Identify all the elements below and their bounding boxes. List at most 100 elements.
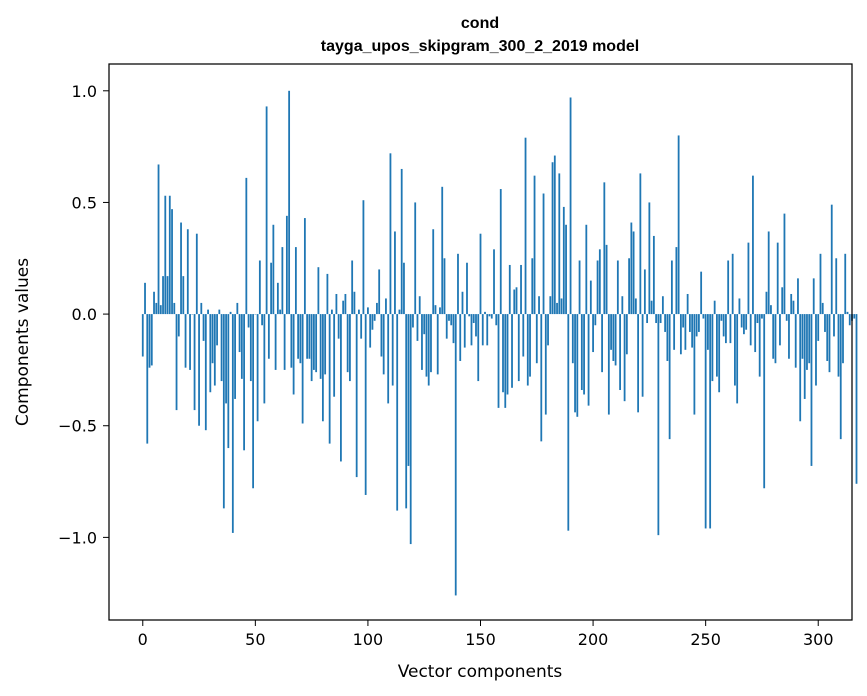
bar xyxy=(423,314,426,335)
bar xyxy=(745,314,748,330)
bar xyxy=(641,314,644,397)
bar xyxy=(222,314,225,509)
bar xyxy=(533,175,536,315)
bar xyxy=(846,311,849,315)
bar xyxy=(844,253,847,315)
bar xyxy=(394,231,396,315)
bar xyxy=(403,262,405,315)
bar xyxy=(218,309,221,315)
bar xyxy=(842,314,844,364)
bar xyxy=(837,314,840,377)
bar xyxy=(794,314,797,368)
bar xyxy=(747,242,750,315)
bar xyxy=(272,224,275,315)
bar xyxy=(436,314,439,375)
bar xyxy=(547,314,549,346)
bar xyxy=(711,314,714,382)
bar xyxy=(740,314,743,328)
bar xyxy=(312,314,315,370)
bar xyxy=(580,314,583,391)
bar xyxy=(171,209,173,315)
y-tick-label: 1.0 xyxy=(72,82,97,101)
x-tick-label: 50 xyxy=(245,630,265,649)
bar xyxy=(736,314,739,404)
bar xyxy=(195,233,198,315)
bar xyxy=(439,307,441,315)
bar xyxy=(517,314,520,382)
bar xyxy=(387,314,390,404)
bar xyxy=(565,224,567,315)
bar xyxy=(569,97,572,315)
y-axis-label: Components values xyxy=(13,258,33,426)
bar xyxy=(310,314,313,382)
bar xyxy=(758,314,761,377)
bar xyxy=(274,314,277,370)
bar xyxy=(682,314,685,328)
bar xyxy=(826,314,829,361)
bar xyxy=(623,314,626,402)
bar xyxy=(421,314,423,370)
bar xyxy=(227,314,230,449)
bar xyxy=(819,253,822,315)
bar xyxy=(166,276,169,315)
bar xyxy=(425,314,428,377)
bar xyxy=(258,260,261,315)
bar xyxy=(349,314,351,382)
bar xyxy=(263,314,266,404)
bar xyxy=(815,314,817,386)
bar xyxy=(677,135,680,315)
bar xyxy=(817,314,820,341)
bar xyxy=(589,280,592,315)
bar xyxy=(688,314,691,332)
bar xyxy=(763,314,766,489)
bar xyxy=(612,314,615,361)
bar xyxy=(220,314,223,382)
bar xyxy=(315,314,318,373)
bar xyxy=(391,314,394,386)
bar xyxy=(578,260,581,315)
bar xyxy=(679,314,682,355)
bar xyxy=(303,218,306,315)
bar xyxy=(646,314,649,324)
bar xyxy=(702,314,705,319)
bar xyxy=(182,276,185,315)
bar xyxy=(198,314,200,426)
bar xyxy=(752,175,754,315)
bar xyxy=(614,314,617,366)
bar xyxy=(810,314,813,466)
bar xyxy=(326,273,329,315)
bar xyxy=(193,314,196,411)
bar xyxy=(562,206,565,315)
bar xyxy=(288,90,291,315)
y-axis-ticks: 1.0 0.5 0.0 −0.5 −1.0 xyxy=(58,82,109,547)
bar xyxy=(416,314,419,341)
bar xyxy=(466,262,468,315)
y-tick-label: −1.0 xyxy=(58,528,97,547)
bar xyxy=(173,302,176,315)
bar xyxy=(369,314,372,348)
bar xyxy=(488,314,491,317)
bar xyxy=(691,314,694,348)
bar xyxy=(184,314,187,368)
bar xyxy=(583,314,585,395)
bar xyxy=(506,314,509,395)
bar xyxy=(830,204,833,315)
bar xyxy=(738,298,741,315)
bar xyxy=(511,314,513,388)
bar xyxy=(418,296,421,315)
bar xyxy=(637,314,640,413)
bar xyxy=(405,314,408,509)
bar xyxy=(765,291,768,315)
plot-frame xyxy=(108,63,853,621)
bar xyxy=(655,314,658,324)
bar xyxy=(853,314,856,319)
bar xyxy=(542,193,545,315)
bar xyxy=(144,282,146,315)
bar xyxy=(360,314,363,339)
bar xyxy=(808,314,811,364)
bar xyxy=(616,260,619,315)
bar xyxy=(549,296,552,315)
bar xyxy=(216,314,218,346)
bar xyxy=(673,314,676,350)
bar xyxy=(463,314,466,348)
